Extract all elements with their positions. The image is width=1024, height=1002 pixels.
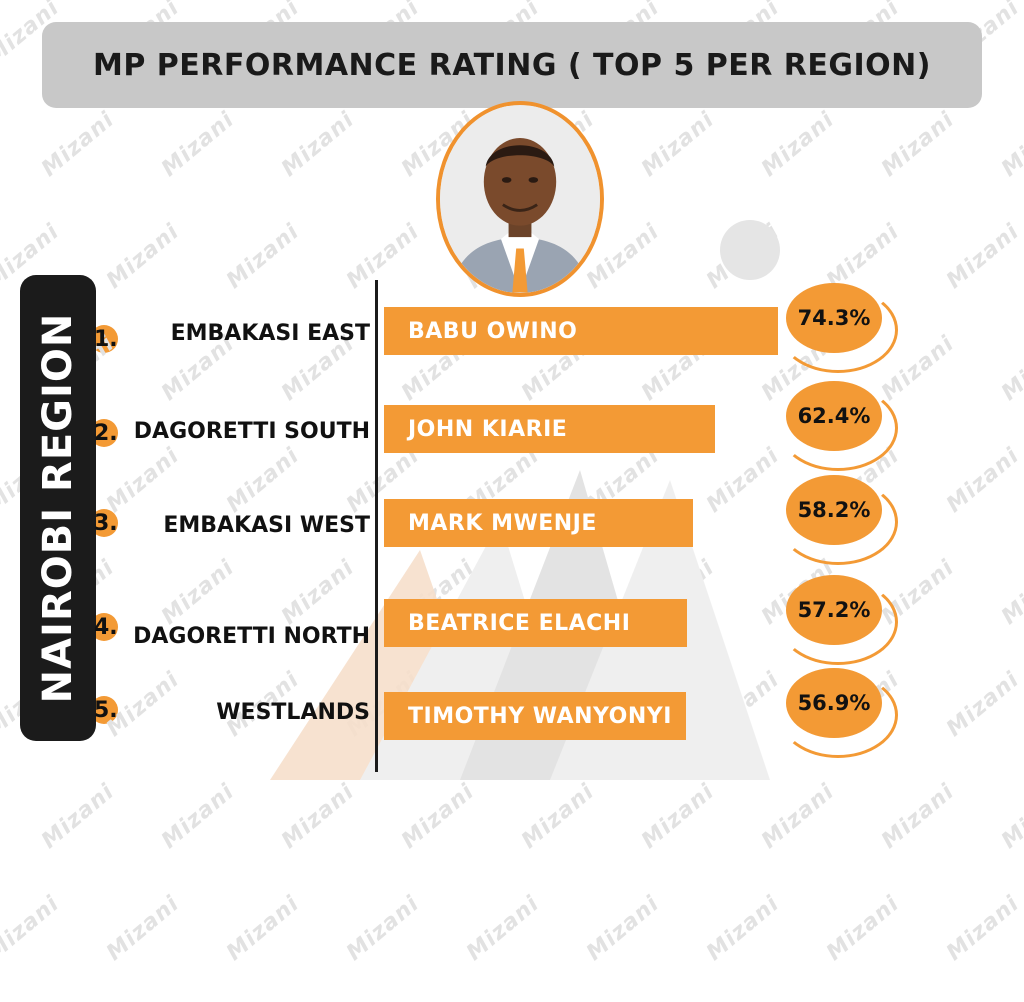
watermark-text: Mizani bbox=[102, 891, 185, 966]
value-badge-ring bbox=[778, 385, 898, 471]
watermark-text: Mizani bbox=[877, 779, 960, 854]
value-badge-ring bbox=[778, 479, 898, 565]
divider-line bbox=[375, 280, 378, 772]
watermark-text: Mizani bbox=[517, 779, 600, 854]
rank-number-text: 5. bbox=[94, 698, 118, 723]
watermark-text: Mizani bbox=[942, 891, 1024, 966]
watermark-text: Mizani bbox=[157, 107, 240, 182]
value-badge-ring bbox=[778, 287, 898, 373]
watermark-text: Mizani bbox=[757, 779, 840, 854]
value-badge: 57.2% bbox=[786, 575, 882, 645]
value-label: 62.4% bbox=[797, 404, 871, 428]
constituency-label: EMBAKASI WEST bbox=[163, 513, 370, 538]
portrait-image bbox=[440, 105, 600, 293]
value-badge: 62.4% bbox=[786, 381, 882, 451]
watermark-text: Mizani bbox=[997, 107, 1024, 182]
rank-number: 5. bbox=[90, 696, 118, 724]
bar-label: BABU OWINO bbox=[408, 318, 578, 344]
constituency-label: DAGORETTI NORTH bbox=[133, 624, 370, 649]
rank-number: 3. bbox=[90, 509, 118, 537]
watermark-text: Mizani bbox=[997, 779, 1024, 854]
bar: TIMOTHY WANYONYI bbox=[384, 692, 686, 740]
watermark-text: Mizani bbox=[462, 891, 545, 966]
rank-number-text: 4. bbox=[94, 615, 118, 640]
chart-row: 1. EMBAKASI EAST BABU OWINO 74.3% bbox=[0, 283, 1024, 373]
value-label: 58.2% bbox=[797, 498, 871, 522]
chart-row: 2. DAGORETTI SOUTH JOHN KIARIE 62.4% bbox=[0, 381, 1024, 471]
watermark-text: Mizani bbox=[637, 779, 720, 854]
constituency-label: EMBAKASI EAST bbox=[170, 321, 370, 346]
watermark-text: Mizani bbox=[222, 219, 305, 294]
watermark-text: Mizani bbox=[222, 891, 305, 966]
bar: MARK MWENJE bbox=[384, 499, 693, 547]
watermark-text: Mizani bbox=[582, 891, 665, 966]
watermark-text: Mizani bbox=[702, 891, 785, 966]
rank-number: 4. bbox=[90, 613, 118, 641]
watermark-text: Mizani bbox=[822, 891, 905, 966]
bar-label: MARK MWENJE bbox=[408, 510, 597, 536]
rank-number-text: 1. bbox=[94, 327, 118, 352]
rank-number: 1. bbox=[90, 325, 118, 353]
watermark-text: Mizani bbox=[877, 107, 960, 182]
watermark-text: Mizani bbox=[702, 219, 785, 294]
rank-number: 2. bbox=[90, 419, 118, 447]
bar-label: BEATRICE ELACHI bbox=[408, 610, 631, 636]
watermark-text: Mizani bbox=[942, 219, 1024, 294]
watermark-text: Mizani bbox=[342, 219, 425, 294]
constituency-label: DAGORETTI SOUTH bbox=[133, 419, 370, 444]
watermark-text: Mizani bbox=[0, 891, 65, 966]
constituency-label: WESTLANDS bbox=[216, 700, 370, 725]
watermark-text: Mizani bbox=[397, 779, 480, 854]
value-badge: 58.2% bbox=[786, 475, 882, 545]
bar-label: TIMOTHY WANYONYI bbox=[408, 703, 672, 729]
value-label: 57.2% bbox=[797, 598, 871, 622]
bar: JOHN KIARIE bbox=[384, 405, 715, 453]
watermark-text: Mizani bbox=[157, 779, 240, 854]
mp-portrait bbox=[436, 101, 604, 297]
chart-row: 4. DAGORETTI NORTH BEATRICE ELACHI 57.2% bbox=[0, 575, 1024, 665]
chart-row: 5. WESTLANDS TIMOTHY WANYONYI 56.9% bbox=[0, 668, 1024, 758]
value-badge: 74.3% bbox=[786, 283, 882, 353]
watermark-text: Mizani bbox=[757, 107, 840, 182]
bar-label: JOHN KIARIE bbox=[408, 416, 568, 442]
watermark-text: Mizani bbox=[342, 891, 425, 966]
chart-title: MP PERFORMANCE RATING ( TOP 5 PER REGION… bbox=[93, 47, 931, 83]
region-tab: NAIROBI REGION bbox=[20, 275, 96, 741]
rank-number-text: 2. bbox=[94, 421, 118, 446]
value-badge-ring bbox=[778, 672, 898, 758]
value-label: 56.9% bbox=[797, 691, 871, 715]
value-badge: 56.9% bbox=[786, 668, 882, 738]
bar: BEATRICE ELACHI bbox=[384, 599, 687, 647]
watermark-text: Mizani bbox=[102, 219, 185, 294]
bar: BABU OWINO bbox=[384, 307, 778, 355]
chart-row: 3. EMBAKASI WEST MARK MWENJE 58.2% bbox=[0, 475, 1024, 565]
watermark-text: Mizani bbox=[37, 779, 120, 854]
title-bar: MP PERFORMANCE RATING ( TOP 5 PER REGION… bbox=[42, 22, 982, 108]
rank-number-text: 3. bbox=[94, 511, 118, 536]
watermark-text: Mizani bbox=[277, 779, 360, 854]
value-badge-ring bbox=[778, 579, 898, 665]
watermark-text: Mizani bbox=[637, 107, 720, 182]
watermark-text: Mizani bbox=[37, 107, 120, 182]
value-label: 74.3% bbox=[797, 306, 871, 330]
watermark-text: Mizani bbox=[277, 107, 360, 182]
